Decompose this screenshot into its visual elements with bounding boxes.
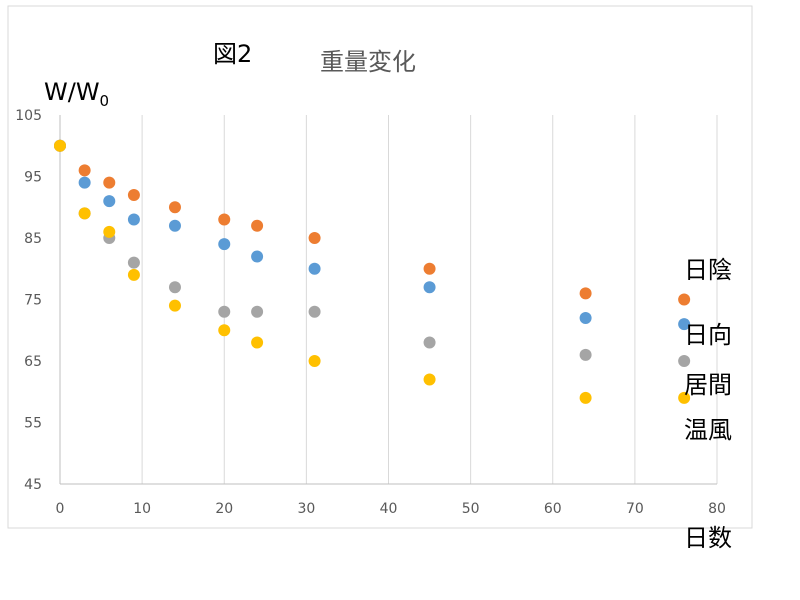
data-point — [54, 139, 66, 152]
figure-label: 図2 — [213, 40, 252, 68]
x-tick-label: 30 — [297, 501, 315, 517]
x-tick-label: 70 — [626, 501, 644, 517]
data-point — [168, 201, 181, 214]
data-point — [127, 256, 140, 269]
data-point — [78, 207, 91, 220]
data-point — [308, 305, 321, 318]
y-tick-label: 45 — [24, 477, 42, 493]
chart-border — [7, 5, 753, 529]
x-tick-label: 60 — [544, 501, 562, 517]
series-label-living-room: 居間 — [684, 371, 732, 399]
data-point — [103, 176, 116, 189]
y-tick-label: 95 — [24, 170, 42, 186]
y-tick-label: 65 — [24, 354, 42, 370]
series-label-shade: 日陰 — [684, 256, 732, 284]
grid-lines — [141, 115, 718, 484]
data-point — [423, 262, 436, 275]
x-axis-label: 日数 — [684, 524, 732, 552]
data-point — [423, 373, 436, 386]
x-tick-label: 0 — [56, 501, 65, 517]
y-axis-label-main: W/W — [44, 78, 100, 106]
data-point — [251, 219, 264, 232]
data-point — [218, 324, 231, 337]
data-point — [78, 164, 91, 177]
data-point — [103, 195, 116, 208]
data-point — [308, 262, 321, 275]
data-point — [127, 268, 140, 281]
data-point — [579, 311, 592, 324]
x-tick-label: 40 — [380, 501, 398, 517]
data-point — [308, 232, 321, 244]
data-point — [168, 281, 181, 294]
data-point — [218, 305, 231, 318]
series-label-warm-air: 温風 — [684, 416, 732, 444]
data-point — [127, 213, 140, 226]
series-labels: 日陰 日向 居間 温風 — [684, 256, 732, 444]
data-point — [678, 293, 691, 306]
data-point — [579, 348, 592, 361]
data-point — [168, 219, 181, 232]
y-tick-label: 75 — [24, 293, 42, 309]
y-tick-label: 55 — [24, 416, 42, 432]
data-point — [103, 225, 116, 238]
data-point — [251, 250, 264, 263]
chart-title: 重量変化 — [320, 48, 416, 76]
x-tick-label: 80 — [708, 501, 726, 517]
data-point — [423, 336, 436, 349]
data-point — [423, 281, 436, 294]
data-point — [308, 355, 321, 367]
data-point — [218, 238, 231, 251]
y-axis-label: W/W0 — [44, 78, 109, 110]
y-tick-label: 105 — [15, 108, 42, 124]
data-point — [251, 336, 264, 349]
data-point — [579, 287, 592, 300]
y-axis-label-subscript: 0 — [100, 92, 110, 110]
data-point — [678, 391, 691, 404]
data-point — [251, 305, 264, 318]
axes — [59, 115, 717, 485]
tick-labels: 0 10 20 30 40 50 60 70 80 45 55 65 75 85 95 105 — [15, 108, 726, 517]
x-tick-label: 50 — [462, 501, 480, 517]
series-label-sun: 日向 — [684, 321, 732, 349]
x-tick-label: 20 — [215, 501, 233, 517]
data-point — [678, 318, 691, 331]
data-point — [579, 391, 592, 404]
x-tick-label: 10 — [133, 501, 151, 517]
data-point — [678, 355, 691, 367]
data-point — [218, 213, 231, 226]
data-point — [78, 176, 91, 189]
data-point — [127, 188, 140, 201]
data-point — [168, 299, 181, 312]
data-points — [54, 139, 691, 404]
y-tick-label: 85 — [24, 231, 42, 247]
